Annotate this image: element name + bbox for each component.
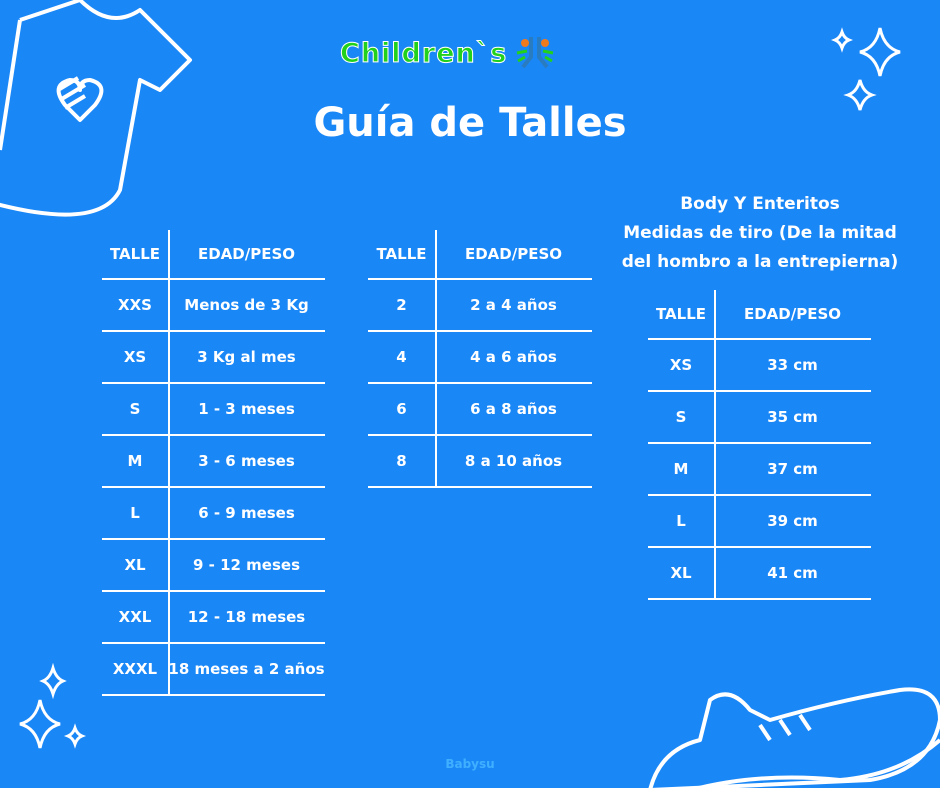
footer-brand: Babysu [445,757,495,771]
table-header-row: TALLE EDAD/PESO [368,230,592,280]
table-row: XXXL 18 meses a 2 años [102,644,325,696]
table-header-row: TALLE EDAD/PESO [648,290,871,340]
age-weight-cell: 3 - 6 meses [198,452,295,470]
size-cell: XXL [118,608,152,626]
size-cell: XXS [118,296,152,314]
table-row: XL 41 cm [648,548,871,600]
table-row: S 35 cm [648,392,871,444]
table-header-row: TALLE EDAD/PESO [102,230,325,280]
subtitle-line: Body Y Enteritos [680,194,840,214]
age-weight-cell: 2 a 4 años [470,296,557,314]
age-weight-cell: 1 - 3 meses [198,400,295,418]
baby-bodysuit-icon [0,0,192,217]
size-cell: L [130,504,140,522]
age-weight-cell: 41 cm [767,564,818,582]
size-cell: S [675,408,687,426]
sparkles-icon [830,27,901,111]
table-row: M 3 - 6 meses [102,436,325,488]
age-weight-cell: 9 - 12 meses [192,556,301,574]
sparkles-icon [19,662,87,749]
brand-logo: Children`s [339,33,555,73]
size-table-kids: TALLE EDAD/PESO 2 2 a 4 años 4 4 a 6 años 6 6 a… [368,230,592,488]
age-weight-cell: EDAD/PESO [197,245,296,263]
page-title: Guía de Talles [313,100,627,146]
size-cell: XL [124,556,146,574]
table-row: 2 2 a 4 años [368,280,592,332]
column-divider [168,230,170,696]
age-weight-cell: 18 meses a 2 años [168,660,325,678]
table-row: S 1 - 3 meses [102,384,325,436]
age-weight-cell: 3 Kg al mes [197,348,296,366]
column-divider [714,290,716,600]
size-cell: XS [669,356,693,374]
table-row: 4 4 a 6 años [368,332,592,384]
size-cell: XL [670,564,692,582]
age-weight-cell: 6 a 8 años [470,400,557,418]
size-table-babies: TALLE EDAD/PESO XXS Menos de 3 Kg XS 3 Kg al … [102,230,325,696]
size-cell: XXXL [112,660,158,678]
size-cell: 4 [396,348,407,366]
logo-text: Children`s [339,37,508,69]
body-section-title: Body Y Enteritos Medidas de tiro (De la … [620,190,900,277]
age-weight-cell: 6 - 9 meses [198,504,295,522]
subtitle-line: del hombro a la entrepierna) [621,252,899,272]
table-row: XS 3 Kg al mes [102,332,325,384]
size-cell: TALLE [376,245,427,263]
size-cell: L [676,512,686,530]
age-weight-cell: Menos de 3 Kg [184,296,309,314]
age-weight-cell: 8 a 10 años [464,452,563,470]
table-row: XXS Menos de 3 Kg [102,280,325,332]
age-weight-cell: EDAD/PESO [464,245,563,263]
size-cell: TALLE [109,245,161,263]
age-weight-cell: 39 cm [767,512,818,530]
logo-figures-icon [517,37,554,69]
table-row: XL 9 - 12 meses [102,540,325,592]
table-row: XXL 12 - 18 meses [102,592,325,644]
age-weight-cell: 33 cm [767,356,818,374]
age-weight-cell: EDAD/PESO [743,305,842,323]
age-weight-cell: 12 - 18 meses [187,608,306,626]
size-cell: S [129,400,141,418]
table-row: M 37 cm [648,444,871,496]
size-table-body: TALLE EDAD/PESO XS 33 cm S 35 cm M 37 cm L 39 cm X… [648,290,871,600]
table-row: 8 8 a 10 años [368,436,592,488]
table-row: 6 6 a 8 años [368,384,592,436]
size-cell: M [127,452,143,470]
size-cell: 6 [396,400,407,418]
table-row: L 6 - 9 meses [102,488,325,540]
table-row: L 39 cm [648,496,871,548]
age-weight-cell: 35 cm [767,408,818,426]
size-cell: 2 [396,296,407,314]
table-row: XS 33 cm [648,340,871,392]
age-weight-cell: 4 a 6 años [470,348,557,366]
size-cell: TALLE [655,305,707,323]
column-divider [435,230,437,488]
size-cell: XS [123,348,147,366]
size-cell: 8 [396,452,407,470]
subtitle-line: Medidas de tiro (De la mitad [623,223,897,243]
sneaker-icon [648,687,940,788]
size-cell: M [673,460,689,478]
age-weight-cell: 37 cm [767,460,818,478]
